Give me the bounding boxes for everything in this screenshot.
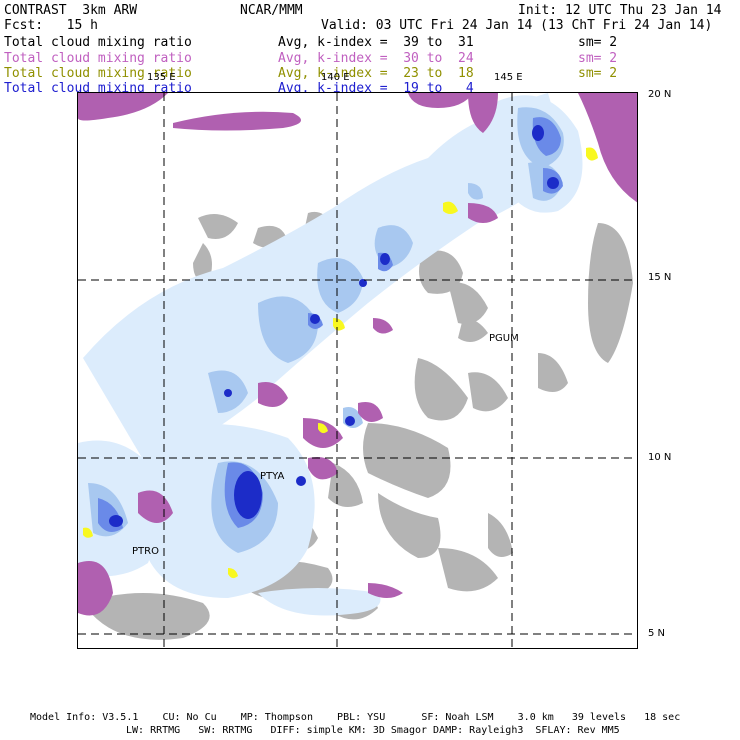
station-ptro: PTRO: [132, 546, 159, 557]
yellow-cloud-layer: [83, 147, 598, 579]
dark-blue-cloud-layer: [109, 125, 559, 527]
legend-field-1: Total cloud mixing ratio: [4, 35, 192, 50]
map-canvas: [78, 93, 637, 648]
lon-label-145: 145 E: [494, 72, 523, 83]
legend-sm-1: sm= 2: [578, 35, 618, 50]
lat-lon-grid: [78, 93, 637, 648]
lat-label-10: 10 N: [648, 452, 672, 463]
model-info-line-1: Model Info: V3.5.1 CU: No Cu MP: Thompso…: [30, 712, 681, 723]
lon-label-135: 135 E: [147, 72, 176, 83]
forecast-hour: Fcst: 15 h: [4, 18, 98, 33]
legend-range-2: Avg, k-index = 30 to 24: [278, 51, 474, 66]
station-ptya: PTYA: [260, 471, 285, 482]
model-info-line-2: LW: RRTMG SW: RRTMG DIFF: simple KM: 3D …: [126, 725, 620, 736]
lat-label-5: 5 N: [648, 628, 666, 639]
legend-field-2: Total cloud mixing ratio: [4, 51, 192, 66]
lat-label-20: 20 N: [648, 89, 672, 100]
center-name: NCAR/MMM: [240, 3, 303, 18]
lat-label-15: 15 N: [648, 272, 672, 283]
map-frame: PGUM PTYA PTRO: [77, 92, 638, 649]
lon-label-140: 140 E: [321, 72, 350, 83]
legend-range-1: Avg, k-index = 39 to 31: [278, 35, 474, 50]
plot-title: CONTRAST 3km ARW: [4, 3, 138, 18]
legend-field-3: Total cloud mixing ratio: [4, 66, 192, 81]
legend-sm-3: sm= 2: [578, 66, 618, 81]
legend-range-3: Avg, k-index = 23 to 18: [278, 66, 474, 81]
init-time: Init: 12 UTC Thu 23 Jan 14: [518, 3, 722, 18]
valid-time: Valid: 03 UTC Fri 24 Jan 14 (13 ChT Fri …: [321, 18, 713, 33]
station-pgum: PGUM: [489, 333, 519, 344]
legend-sm-2: sm= 2: [578, 51, 618, 66]
